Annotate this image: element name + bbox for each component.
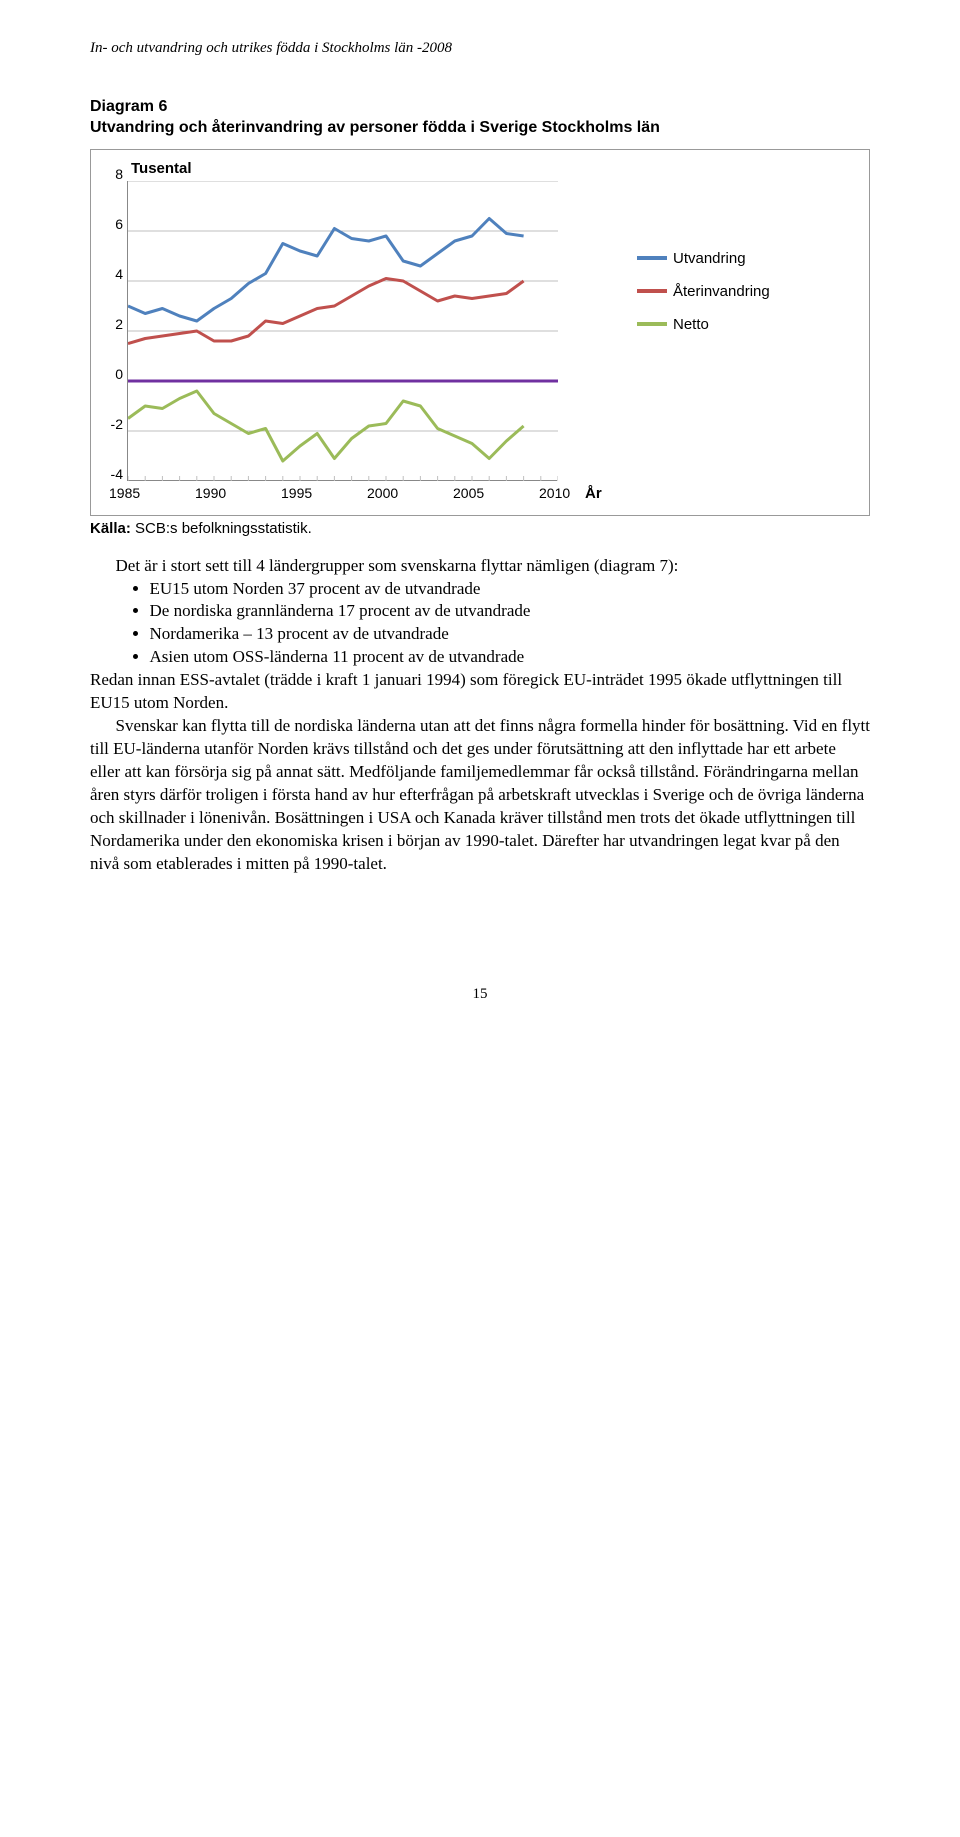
x-ticks: 198519901995200020052010År — [127, 485, 617, 505]
x-axis-label: År — [585, 485, 602, 502]
chart-box: Tusental 86420-2-4 198519901995200020052… — [90, 149, 870, 516]
diagram-label: Diagram 6 — [90, 97, 870, 118]
source-text: SCB:s befolkningsstatistik. — [135, 520, 312, 537]
page-header: In- och utvandring och utrikes födda i S… — [90, 40, 870, 57]
y-ticks: 86420-2-4 — [105, 181, 127, 481]
legend-item: Utvandring — [637, 250, 770, 267]
body-bullets: EU15 utom Norden 37 procent av de utvand… — [150, 578, 871, 670]
legend-item: Återinvandring — [637, 283, 770, 300]
body-bullet: Nordamerika – 13 procent av de utvandrad… — [150, 623, 871, 646]
body-intro: Det är i stort sett till 4 ländergrupper… — [90, 555, 870, 578]
legend-swatch — [637, 322, 667, 326]
body-bullet: EU15 utom Norden 37 procent av de utvand… — [150, 578, 871, 601]
source-label: Källa: — [90, 520, 131, 537]
chart-legend: Utvandring Återinvandring Netto — [637, 250, 770, 333]
body-p1: Redan innan ESS-avtalet (trädde i kraft … — [90, 669, 870, 715]
legend-swatch — [637, 256, 667, 260]
legend-item: Netto — [637, 316, 770, 333]
legend-label: Netto — [673, 316, 709, 333]
diagram-title: Diagram 6 Utvandring och återinvandring … — [90, 97, 870, 139]
diagram-subtitle: Utvandring och återinvandring av persone… — [90, 118, 870, 139]
chart-source: Källa: SCB:s befolkningsstatistik. — [90, 520, 870, 537]
page-number: 15 — [90, 986, 870, 1003]
body-bullet: Asien utom OSS-länderna 11 procent av de… — [150, 646, 871, 669]
legend-label: Återinvandring — [673, 283, 770, 300]
chart-plot-area — [127, 181, 557, 481]
legend-label: Utvandring — [673, 250, 746, 267]
body-text: Det är i stort sett till 4 ländergrupper… — [90, 555, 870, 876]
legend-swatch — [637, 289, 667, 293]
y-axis-label: Tusental — [131, 160, 617, 177]
body-bullet: De nordiska grannländerna 17 procent av … — [150, 600, 871, 623]
body-p2: Svenskar kan flytta till de nordiska län… — [90, 715, 870, 876]
